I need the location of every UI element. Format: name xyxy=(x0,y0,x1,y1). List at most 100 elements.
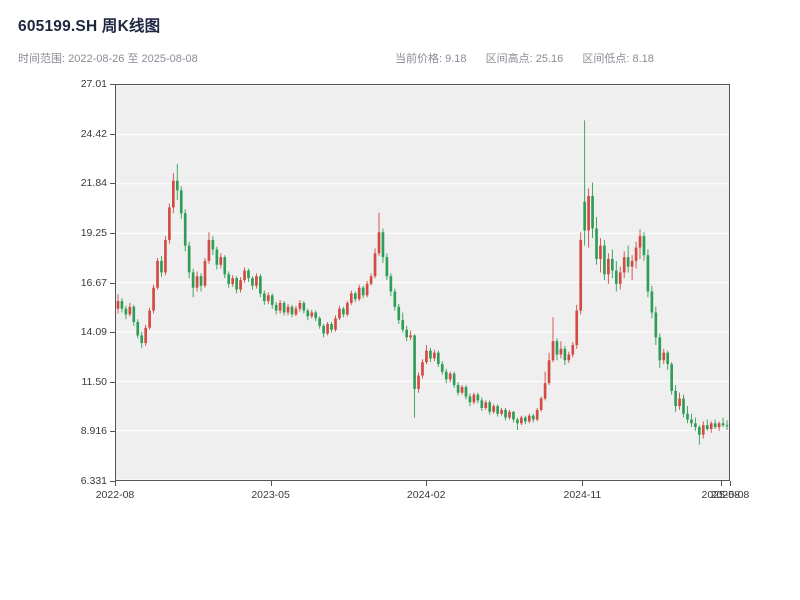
candle xyxy=(314,310,318,322)
x-axis-tick-label: 2023-05 xyxy=(251,489,290,501)
candle xyxy=(219,253,223,269)
candle xyxy=(156,258,159,290)
candle xyxy=(472,392,476,405)
candle xyxy=(247,268,250,282)
candle xyxy=(488,400,492,415)
candle xyxy=(148,307,151,330)
candle xyxy=(543,371,547,401)
candle xyxy=(282,301,286,316)
y-axis-tick-mark xyxy=(110,84,115,85)
candle xyxy=(611,249,614,279)
y-axis-tick-label: 24.42 xyxy=(80,127,107,140)
candle xyxy=(690,413,693,428)
candle xyxy=(255,273,258,289)
candle xyxy=(512,410,515,423)
candle xyxy=(500,408,503,416)
y-axis-tick-mark xyxy=(110,381,115,383)
candle xyxy=(199,273,203,292)
time-range-label: 时间范围: xyxy=(18,53,66,65)
y-axis-tick-label: 14.09 xyxy=(80,326,107,339)
candle xyxy=(587,188,590,248)
candle xyxy=(630,255,634,281)
x-axis-tick-label: 2025-08 xyxy=(710,489,750,501)
candle xyxy=(492,404,496,414)
candle xyxy=(575,304,579,349)
candle xyxy=(302,301,306,314)
candle xyxy=(583,120,586,246)
y-axis-tick-mark xyxy=(110,332,115,334)
candle xyxy=(559,341,563,359)
candle xyxy=(389,273,393,297)
candle xyxy=(638,229,642,260)
candle xyxy=(603,239,606,281)
candle xyxy=(294,305,298,317)
y-axis-tick-mark xyxy=(110,183,115,185)
candle xyxy=(650,285,654,319)
candle xyxy=(547,352,551,386)
candle xyxy=(508,409,511,420)
candle xyxy=(571,342,575,358)
candle xyxy=(678,392,681,410)
candle xyxy=(626,245,630,273)
candle xyxy=(666,350,670,370)
candle xyxy=(203,258,207,288)
candle xyxy=(662,348,666,365)
y-axis-tick-label: 27.01 xyxy=(80,78,107,90)
stat-current-price: 当前价格: 9.18 xyxy=(395,53,467,65)
candle xyxy=(334,315,337,332)
x-axis-tick-mark xyxy=(115,481,116,486)
candle xyxy=(235,276,238,294)
time-range: 时间范围: 2022-08-26 至 2025-08-08 xyxy=(18,53,198,65)
y-axis-tick-mark xyxy=(110,133,115,135)
x-axis-tick-mark xyxy=(582,481,584,486)
candle xyxy=(175,164,179,200)
candle xyxy=(160,256,163,278)
candle xyxy=(694,417,697,431)
y-axis-tick-label: 21.84 xyxy=(80,177,107,190)
y-axis-tick-label: 11.50 xyxy=(81,375,108,388)
candle xyxy=(713,419,717,430)
candle xyxy=(116,294,120,314)
candle xyxy=(136,319,140,339)
candle xyxy=(413,334,416,418)
candle xyxy=(567,351,571,364)
candlestick-svg xyxy=(116,85,729,480)
candle xyxy=(563,345,567,366)
candle xyxy=(725,420,729,430)
candle xyxy=(531,413,535,423)
candle xyxy=(365,280,369,298)
candle xyxy=(523,415,527,425)
candle xyxy=(417,372,420,393)
candle xyxy=(322,323,325,338)
candle xyxy=(452,371,456,388)
candle xyxy=(183,209,187,252)
candle xyxy=(306,308,310,321)
candle xyxy=(140,331,144,348)
candle xyxy=(484,400,488,410)
candle xyxy=(128,302,132,317)
candle xyxy=(622,251,626,279)
candle xyxy=(456,382,460,396)
candle xyxy=(701,421,705,439)
candle xyxy=(172,173,175,214)
candle xyxy=(223,255,227,279)
x-axis-tick-label: 2024-11 xyxy=(563,489,602,501)
candle xyxy=(698,425,701,445)
candle xyxy=(215,246,219,270)
candle xyxy=(207,232,211,264)
x-axis-tick-label: 2024-02 xyxy=(406,489,446,501)
candle xyxy=(393,288,397,311)
candle xyxy=(429,347,432,363)
candle xyxy=(397,303,401,324)
candle xyxy=(551,317,555,363)
y-axis-tick-label: 19.25 xyxy=(80,226,107,239)
candle xyxy=(658,333,662,368)
candle xyxy=(555,338,559,361)
candle xyxy=(274,301,278,315)
x-axis-tick-label: 2022-08 xyxy=(95,489,135,501)
candle xyxy=(227,271,231,288)
candle xyxy=(579,232,583,315)
candle xyxy=(144,324,147,346)
candle xyxy=(326,322,329,336)
